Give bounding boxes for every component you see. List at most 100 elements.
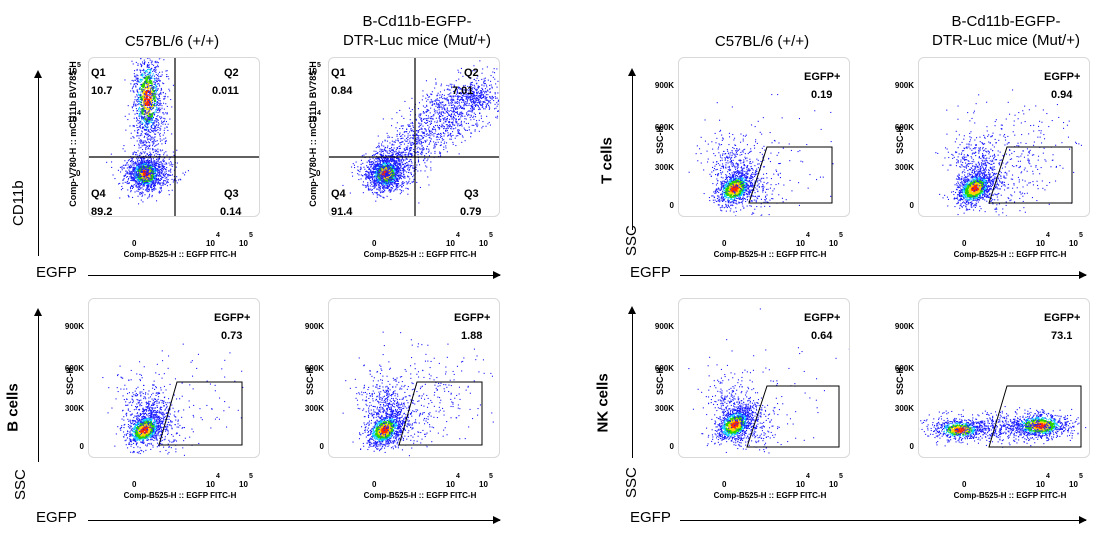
- event-dot: [383, 158, 385, 160]
- event-dot: [402, 175, 404, 177]
- event-dot: [156, 124, 158, 126]
- event-dot: [144, 121, 146, 123]
- event-dot: [159, 171, 161, 173]
- event-dot: [150, 186, 152, 188]
- ssc-axis-arrow-right-bottom: [628, 306, 636, 458]
- event-dot: [384, 172, 386, 174]
- event-dot: [412, 125, 414, 127]
- event-dot: [150, 178, 153, 181]
- event-dot: [141, 169, 143, 171]
- egfp-axis-arrow-top-right: [680, 271, 1087, 279]
- event-dot: [487, 79, 489, 81]
- event-dot: [416, 142, 418, 144]
- event-dot: [156, 61, 158, 63]
- event-dot: [362, 175, 364, 177]
- event-dot: [478, 100, 480, 102]
- event-dot: [402, 137, 404, 139]
- event-dot: [157, 129, 159, 131]
- quadrant-percent-q4: 89.2: [91, 206, 113, 218]
- event-dot: [143, 164, 145, 166]
- event-dot: [368, 188, 370, 190]
- event-dot: [137, 163, 139, 165]
- event-dot: [140, 95, 142, 97]
- event-dot: [134, 113, 136, 115]
- event-dot: [425, 135, 427, 137]
- event-dot: [395, 161, 397, 163]
- event-dot: [144, 167, 146, 169]
- event-dot: [429, 101, 431, 103]
- event-dot: [158, 100, 160, 102]
- event-dot: [137, 150, 139, 152]
- event-dot: [138, 159, 140, 161]
- event-dot: [420, 151, 422, 153]
- event-dot: [172, 151, 174, 153]
- event-dot: [385, 166, 387, 168]
- event-dot: [144, 189, 146, 191]
- event-dot: [492, 76, 494, 78]
- event-dot: [392, 157, 394, 159]
- event-dot: [152, 164, 154, 166]
- event-dot: [384, 187, 386, 189]
- event-dot: [151, 169, 153, 171]
- event-dot: [386, 195, 388, 197]
- event-dot: [156, 180, 158, 182]
- event-dot: [455, 93, 457, 95]
- event-dot: [398, 162, 400, 164]
- event-dot: [147, 126, 149, 128]
- event-dot: [390, 187, 392, 189]
- event-dot: [460, 107, 462, 109]
- event-dot: [368, 173, 370, 175]
- event-dot: [445, 130, 447, 132]
- event-dot: [443, 119, 445, 121]
- event-dot: [146, 115, 148, 117]
- event-dot: [171, 106, 173, 108]
- event-dot: [391, 175, 394, 178]
- y-tick-exponent: 5: [77, 62, 81, 69]
- event-dot: [433, 147, 435, 149]
- event-dot: [161, 182, 163, 184]
- event-dot: [143, 77, 145, 79]
- event-dot: [400, 160, 402, 162]
- event-dot: [156, 150, 158, 152]
- event-dot: [155, 155, 157, 157]
- event-dot: [149, 78, 151, 80]
- event-dot: [368, 189, 370, 191]
- event-dot: [156, 163, 158, 165]
- event-dot: [471, 70, 473, 72]
- event-dot: [470, 132, 472, 134]
- event-dot: [400, 164, 402, 166]
- event-dot: [390, 190, 392, 192]
- event-dot: [387, 167, 389, 169]
- ssc-axis-title-right-top: SSC: [623, 225, 640, 256]
- event-dot: [165, 137, 167, 139]
- event-dot: [381, 175, 383, 177]
- event-dot: [142, 149, 144, 151]
- event-dot: [402, 170, 404, 172]
- event-dot: [399, 172, 401, 174]
- event-dot: [373, 181, 375, 183]
- event-dot: [132, 136, 134, 138]
- event-dot: [426, 133, 428, 135]
- event-dot: [373, 162, 375, 164]
- event-dot: [158, 158, 160, 160]
- event-dot: [461, 141, 463, 143]
- event-dot: [381, 148, 383, 150]
- event-dot: [409, 165, 411, 167]
- event-dot: [144, 94, 146, 96]
- event-dot: [158, 123, 160, 125]
- event-dot: [159, 171, 161, 173]
- event-dot: [148, 162, 150, 164]
- event-dot: [401, 161, 403, 163]
- event-dot: [148, 76, 150, 78]
- event-dot: [363, 166, 365, 168]
- event-dot: [388, 168, 390, 170]
- event-dot: [408, 153, 410, 155]
- event-dot: [145, 133, 147, 135]
- event-dot: [163, 179, 165, 181]
- event-dot: [146, 171, 148, 173]
- event-dot: [153, 96, 155, 98]
- event-dot: [374, 167, 376, 169]
- event-dot: [418, 160, 420, 162]
- event-dot: [150, 119, 152, 121]
- event-dot: [402, 167, 404, 169]
